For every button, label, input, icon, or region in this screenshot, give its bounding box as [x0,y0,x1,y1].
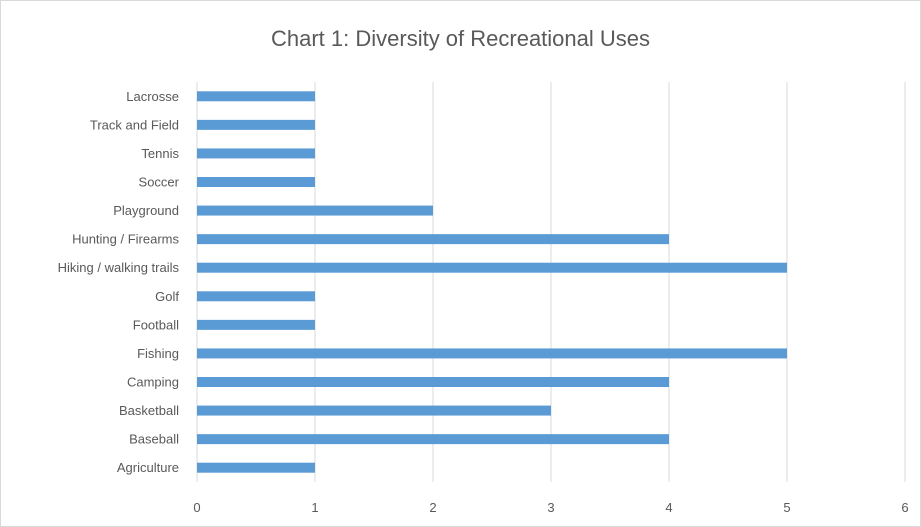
bar [197,119,315,130]
x-tick-label: 5 [783,500,790,515]
bar [197,319,315,330]
category-label: Lacrosse [126,89,179,104]
category-label: Soccer [139,175,180,190]
chart-title: Chart 1: Diversity of Recreational Uses [270,26,651,51]
category-label: Hunting / Firearms [72,232,179,247]
category-label: Camping [127,375,179,390]
bar [197,348,787,359]
category-label: Baseball [129,432,179,447]
category-label: Golf [155,289,179,304]
bar [197,434,669,445]
bar [197,377,669,387]
x-tick-label: 2 [429,500,436,515]
bar [197,405,551,416]
bar [197,205,433,216]
bar [197,262,787,273]
bar [197,177,315,187]
x-tick-label: 6 [901,500,908,515]
category-label: Basketball [119,403,179,418]
bar [197,291,315,302]
category-label: Agriculture [117,460,179,475]
x-tick-label: 3 [547,500,554,515]
category-label: Football [133,317,179,332]
x-tick-label: 4 [665,500,672,515]
bar [197,234,669,245]
x-tick-label: 0 [193,500,200,515]
bar [197,148,315,159]
bar [197,462,315,473]
category-label: Hiking / walking trails [58,260,180,275]
category-label: Playground [113,203,179,218]
category-label: Tennis [141,146,179,161]
bar [197,91,315,102]
x-tick-label: 1 [311,500,318,515]
category-label: Track and Field [90,117,179,132]
category-label: Fishing [137,346,179,361]
